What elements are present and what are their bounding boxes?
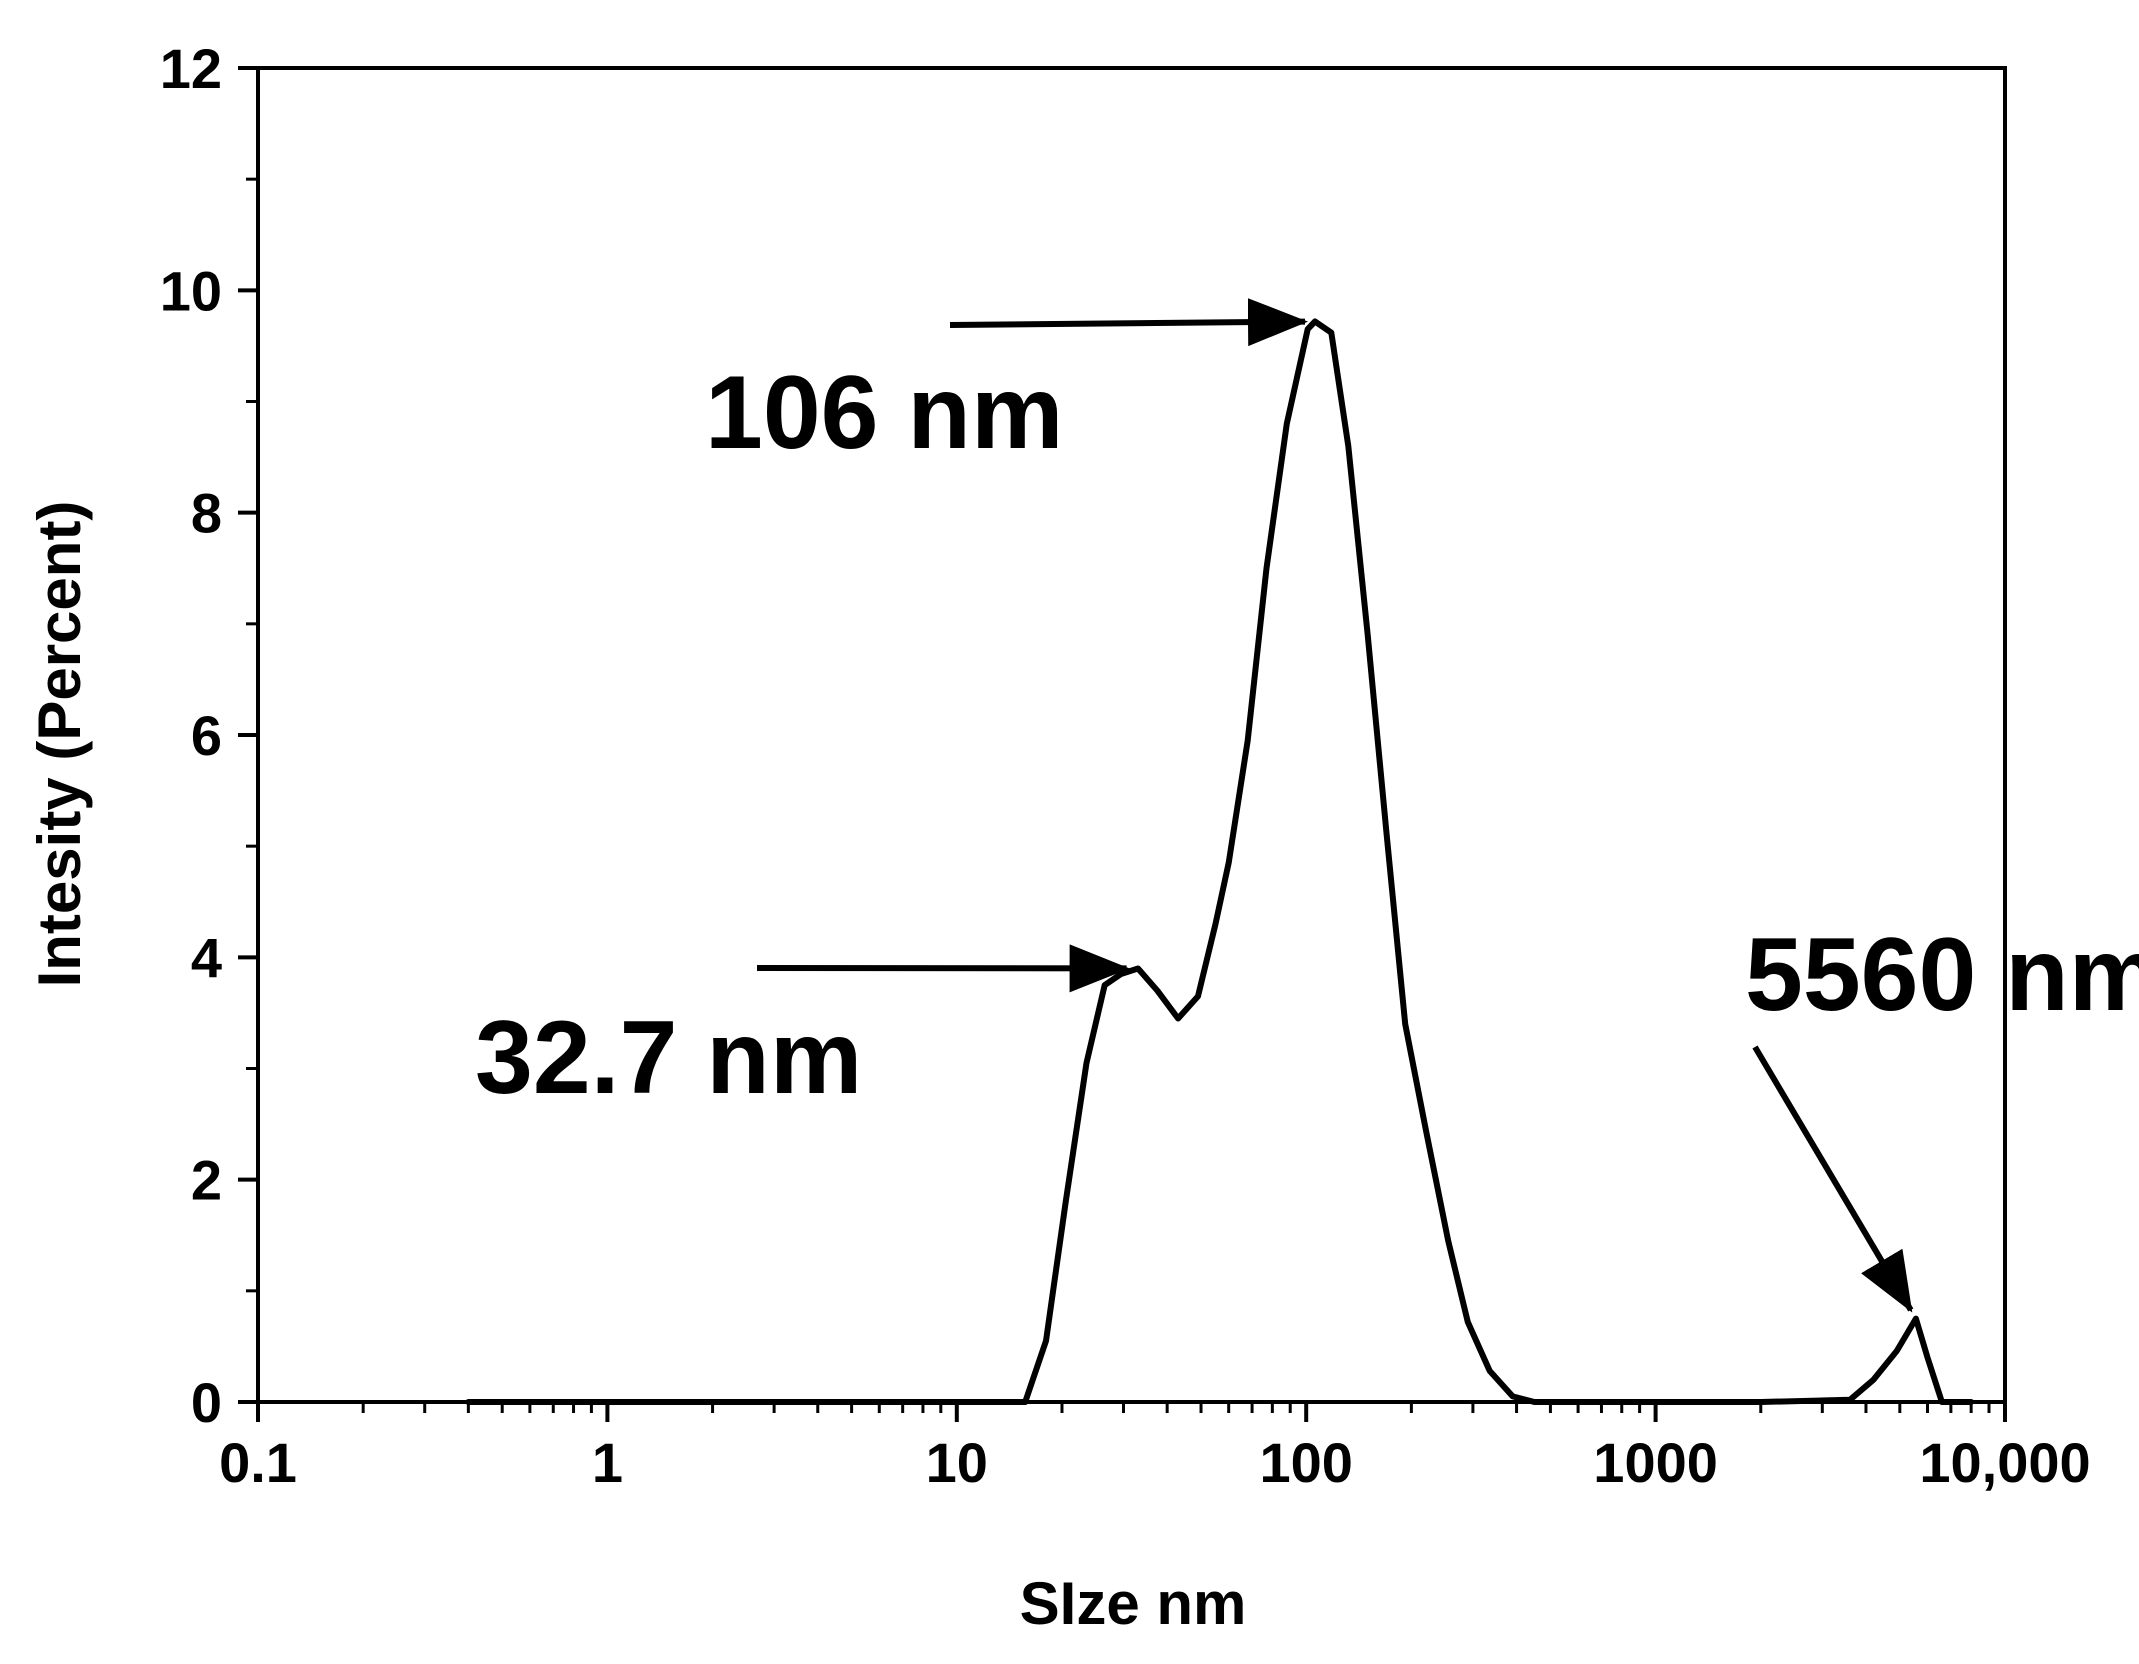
x-tick-label: 1 xyxy=(592,1431,623,1494)
annotation-label: 106 nm xyxy=(705,355,1063,471)
y-tick-label: 10 xyxy=(160,259,222,322)
x-tick-label: 10 xyxy=(926,1431,988,1494)
y-tick-label: 6 xyxy=(191,704,222,767)
y-tick-label: 2 xyxy=(191,1149,222,1212)
x-axis-label: SIze nm xyxy=(1020,1570,1247,1637)
y-tick-label: 12 xyxy=(160,37,222,100)
series-line xyxy=(468,322,1971,1403)
annotation-arrow xyxy=(1755,1047,1911,1310)
annotation-label: 5560 nm xyxy=(1745,917,2139,1033)
x-tick-label: 10,000 xyxy=(1919,1431,2090,1494)
y-tick-label: 0 xyxy=(191,1371,222,1434)
plot-frame xyxy=(258,68,2005,1402)
x-tick-label: 1000 xyxy=(1593,1431,1718,1494)
x-tick-label: 100 xyxy=(1259,1431,1352,1494)
annotation-label: 32.7 nm xyxy=(475,1000,862,1116)
y-axis-label: Intesity (Percent) xyxy=(26,501,93,988)
x-tick-label: 0.1 xyxy=(219,1431,297,1494)
y-tick-label: 4 xyxy=(191,926,222,989)
annotation-arrow xyxy=(950,322,1305,325)
y-tick-label: 8 xyxy=(191,482,222,545)
